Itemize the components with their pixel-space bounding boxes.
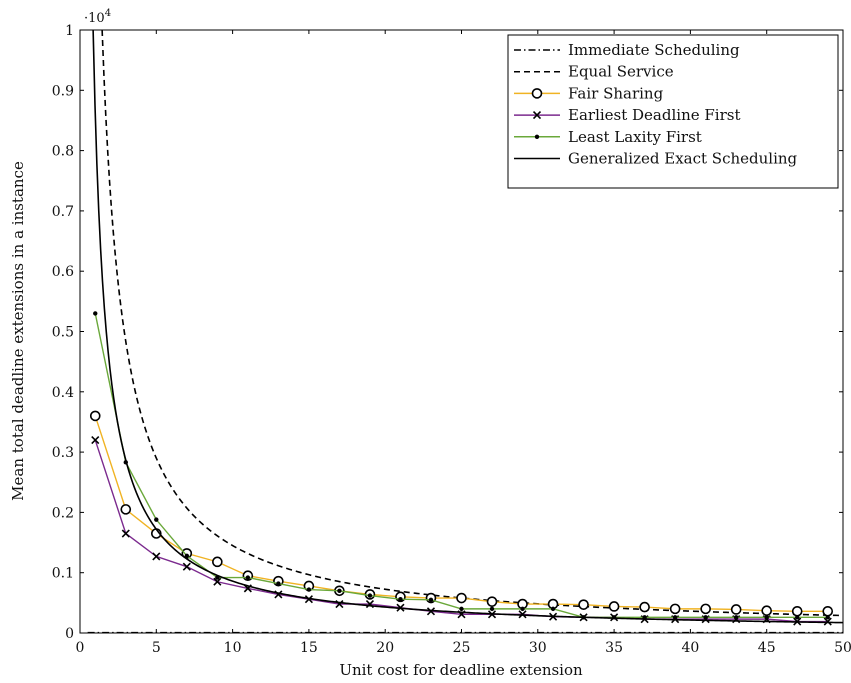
cross-stroke (426, 607, 436, 616)
y-axis-label: Mean total deadline extensions in a inst… (9, 161, 27, 501)
cross-stroke (823, 617, 832, 626)
data-point-least-laxity-first (825, 615, 830, 620)
data-point-earliest-deadline-first (91, 435, 100, 445)
y-tick-label: 0.3 (52, 445, 74, 461)
cross-stroke (274, 590, 283, 599)
data-point-least-laxity-first (428, 597, 434, 603)
data-point-earliest-deadline-first (426, 607, 436, 616)
x-tick-label: 35 (605, 640, 623, 656)
data-point-least-laxity-first (184, 553, 190, 559)
data-point-earliest-deadline-first (518, 610, 527, 619)
legend-label-fair-sharing: Fair Sharing (568, 84, 664, 102)
data-point-fair-sharing (212, 556, 223, 568)
x-tick-label: 20 (376, 640, 394, 656)
cross-stroke (365, 599, 375, 609)
y-tick-label: 0.7 (52, 204, 74, 220)
x-tick-label: 0 (76, 640, 85, 656)
data-point-least-laxity-first (337, 588, 342, 593)
data-point-fair-sharing (791, 605, 803, 617)
x-tick-label: 5 (152, 640, 161, 656)
data-point-fair-sharing (700, 603, 711, 615)
y-tick-label: 0.2 (52, 505, 74, 521)
cross-stroke (152, 552, 161, 561)
legend-marker-fair-sharing (531, 88, 543, 99)
y-tick-label: 0 (65, 626, 74, 642)
series-line-generalized-exact-scheduling (92, 30, 843, 624)
data-point-earliest-deadline-first (182, 562, 191, 571)
data-point-fair-sharing (608, 601, 620, 612)
data-point-least-laxity-first (93, 311, 98, 316)
data-point-least-laxity-first (459, 606, 464, 612)
x-tick-label: 50 (834, 640, 851, 656)
x-tick-label: 10 (224, 640, 242, 656)
data-point-fair-sharing (578, 599, 589, 610)
y-tick-label: 0.1 (52, 566, 74, 582)
data-point-earliest-deadline-first (121, 529, 130, 538)
series-line-fair-sharing (94, 415, 828, 612)
data-point-least-laxity-first (154, 517, 159, 522)
cross-stroke (518, 610, 527, 619)
legend-label-least-laxity-first: Least Laxity First (568, 128, 702, 146)
data-point-fair-sharing (730, 604, 742, 615)
legend-label-earliest-deadline-first: Earliest Deadline First (568, 106, 740, 124)
data-point-fair-sharing (486, 596, 498, 607)
cross-stroke (213, 577, 222, 586)
legend-label-immediate-scheduling: Immediate Scheduling (568, 41, 740, 59)
cross-stroke (121, 529, 130, 538)
data-point-least-laxity-first (703, 615, 708, 620)
data-point-fair-sharing (89, 410, 101, 422)
y-tick-label: 1 (65, 23, 74, 39)
data-point-least-laxity-first (276, 581, 281, 586)
series-layer (87, 30, 843, 633)
data-point-least-laxity-first (795, 615, 800, 620)
data-point-fair-sharing (120, 504, 132, 515)
data-point-fair-sharing (456, 592, 467, 604)
y-tick-label: 0.6 (52, 264, 74, 280)
cross-stroke (335, 599, 344, 609)
axes-layer: 0 5 10 15 20 25 30 35 40 45 50 0 0.1 0.2 0.3 0.4 0.5 0.6 0… (52, 23, 851, 656)
data-point-least-laxity-first (489, 606, 495, 612)
series-line-least-laxity-first (94, 313, 828, 619)
x-tick-label: 40 (681, 640, 699, 656)
data-point-least-laxity-first (398, 597, 403, 602)
data-point-least-laxity-first (550, 606, 556, 612)
data-point-fair-sharing (639, 601, 650, 613)
legend-box (507, 34, 839, 189)
legend-label-equal-service: Equal Service (568, 63, 674, 81)
y-tick-label: 0.9 (52, 83, 74, 99)
legend-marker-earliest-deadline-first (532, 111, 542, 120)
x-tick-label: 45 (758, 640, 776, 656)
data-point-least-laxity-first (245, 575, 251, 580)
y-multiplier-exponent: 4 (105, 8, 111, 19)
cross-stroke (91, 435, 100, 445)
x-tick-label: 30 (529, 640, 547, 656)
data-point-fair-sharing (822, 605, 834, 617)
y-tick-label: 0.4 (52, 385, 74, 401)
y-multiplier-label: ·104 (84, 8, 111, 26)
x-tick-label: 15 (300, 640, 318, 656)
data-point-least-laxity-first (733, 615, 739, 620)
data-point-least-laxity-first (672, 615, 678, 620)
x-tick-label: 25 (453, 640, 471, 656)
data-point-fair-sharing (669, 603, 681, 615)
data-point-fair-sharing (761, 605, 773, 616)
data-point-earliest-deadline-first (152, 552, 161, 561)
y-tick-label: 0.8 (52, 144, 74, 160)
data-point-earliest-deadline-first (213, 577, 222, 586)
x-axis-label: Unit cost for deadline extension (339, 661, 583, 679)
y-tick-label: 0.5 (52, 325, 74, 341)
series-line-equal-service (101, 30, 843, 617)
cross-stroke (182, 562, 191, 571)
cross-stroke (532, 111, 542, 120)
legend: Immediate Scheduling Equal Service Fair Sh… (507, 34, 839, 189)
data-point-least-laxity-first (764, 615, 769, 620)
data-point-least-laxity-first (306, 587, 312, 592)
data-point-least-laxity-first (367, 593, 373, 598)
data-point-least-laxity-first (520, 606, 525, 612)
legend-marker-least-laxity-first (534, 134, 540, 139)
legend-label-generalized-exact-scheduling: Generalized Exact Scheduling (568, 150, 798, 168)
data-point-earliest-deadline-first (823, 617, 832, 626)
